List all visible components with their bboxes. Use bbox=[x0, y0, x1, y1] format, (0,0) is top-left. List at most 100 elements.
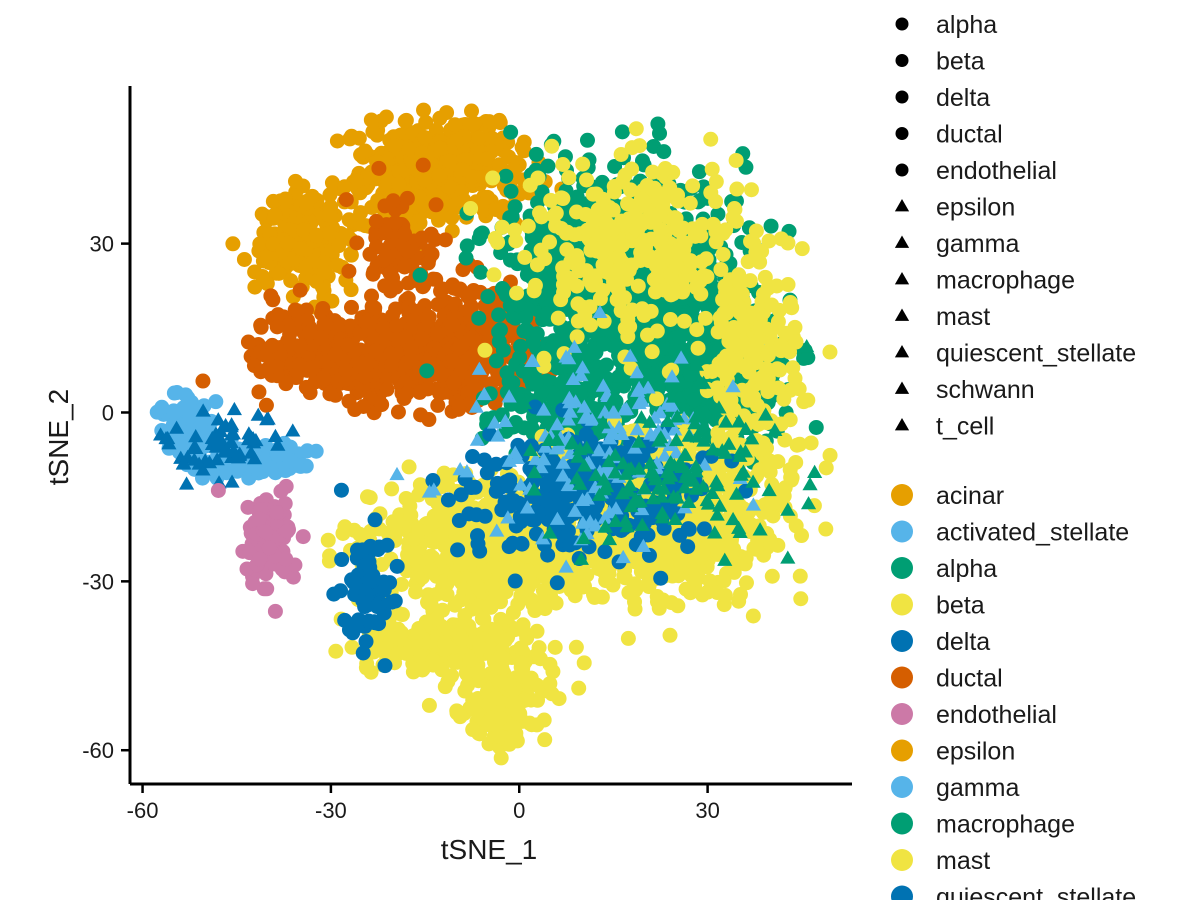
data-point bbox=[292, 338, 308, 354]
data-point bbox=[331, 238, 347, 254]
data-point bbox=[442, 153, 458, 169]
data-point bbox=[343, 282, 359, 298]
data-point bbox=[281, 332, 297, 348]
data-point bbox=[365, 266, 381, 282]
data-point bbox=[321, 207, 337, 223]
data-point bbox=[351, 130, 367, 146]
data-point bbox=[808, 419, 824, 435]
data-point bbox=[656, 144, 672, 160]
data-point bbox=[444, 210, 460, 226]
data-point bbox=[513, 338, 529, 354]
data-point bbox=[793, 591, 809, 607]
data-point bbox=[321, 225, 337, 241]
data-point bbox=[381, 151, 397, 167]
data-point bbox=[471, 310, 487, 326]
data-point bbox=[349, 235, 365, 251]
data-point bbox=[383, 357, 399, 373]
data-point bbox=[439, 477, 455, 493]
data-point bbox=[540, 158, 556, 174]
data-point bbox=[535, 583, 551, 599]
data-point bbox=[195, 373, 211, 389]
data-point bbox=[488, 353, 504, 369]
data-point bbox=[800, 350, 816, 366]
data-point bbox=[353, 205, 369, 221]
data-point bbox=[417, 172, 433, 188]
data-point bbox=[745, 608, 761, 624]
data-point bbox=[399, 190, 415, 206]
data-point-triangle bbox=[178, 476, 195, 490]
data-point bbox=[295, 222, 311, 238]
data-point bbox=[397, 259, 413, 275]
data-point bbox=[417, 129, 433, 145]
data-point bbox=[259, 581, 275, 597]
data-point bbox=[430, 297, 446, 313]
data-point bbox=[672, 329, 688, 345]
data-point bbox=[491, 307, 507, 323]
data-point bbox=[383, 346, 399, 362]
data-point bbox=[340, 337, 356, 353]
data-point bbox=[503, 183, 519, 199]
data-point bbox=[598, 357, 614, 373]
data-point bbox=[363, 112, 379, 128]
data-point bbox=[498, 168, 514, 184]
data-point bbox=[447, 117, 463, 133]
data-point bbox=[423, 563, 439, 579]
data-point bbox=[297, 260, 313, 276]
data-point bbox=[367, 300, 383, 316]
data-point bbox=[505, 375, 521, 391]
data-point bbox=[407, 545, 423, 561]
data-point bbox=[236, 251, 252, 267]
data-point bbox=[388, 279, 404, 295]
data-point bbox=[408, 584, 424, 600]
data-point bbox=[308, 228, 324, 244]
data-point bbox=[473, 264, 489, 280]
data-point bbox=[763, 537, 779, 553]
data-point bbox=[364, 288, 380, 304]
data-point bbox=[352, 185, 368, 201]
data-point bbox=[343, 299, 359, 315]
scatter-points bbox=[149, 102, 838, 766]
data-point bbox=[655, 592, 671, 608]
data-point bbox=[432, 140, 448, 156]
data-point bbox=[528, 146, 544, 162]
data-point bbox=[267, 603, 283, 619]
data-point bbox=[686, 392, 702, 408]
data-point-triangle bbox=[226, 401, 242, 416]
data-point bbox=[507, 199, 523, 215]
data-point bbox=[293, 240, 309, 256]
data-point bbox=[287, 173, 303, 189]
data-point bbox=[652, 125, 668, 141]
data-point bbox=[365, 124, 381, 140]
data-point bbox=[411, 523, 427, 539]
data-point bbox=[490, 562, 506, 578]
data-point bbox=[251, 384, 267, 400]
data-point bbox=[166, 385, 182, 401]
data-point bbox=[251, 511, 267, 527]
data-point bbox=[404, 125, 420, 141]
data-point-triangle bbox=[285, 423, 301, 437]
data-point bbox=[822, 447, 838, 463]
data-point bbox=[389, 515, 405, 531]
data-point bbox=[413, 407, 429, 423]
data-point bbox=[480, 289, 496, 305]
data-point bbox=[251, 551, 267, 567]
data-point bbox=[620, 630, 636, 646]
data-point bbox=[575, 579, 591, 595]
data-point bbox=[464, 103, 480, 119]
data-point bbox=[225, 236, 241, 252]
data-point bbox=[378, 109, 394, 125]
data-point bbox=[338, 192, 354, 208]
data-point bbox=[672, 554, 688, 570]
data-point bbox=[377, 198, 393, 214]
data-point bbox=[368, 343, 384, 359]
data-point bbox=[377, 278, 393, 294]
data-point bbox=[384, 481, 400, 497]
data-point bbox=[265, 292, 281, 308]
data-point bbox=[313, 330, 329, 346]
data-point bbox=[466, 116, 482, 132]
data-point bbox=[352, 526, 368, 542]
data-point bbox=[341, 263, 357, 279]
data-point bbox=[375, 320, 391, 336]
data-point bbox=[492, 115, 508, 131]
data-point bbox=[459, 238, 475, 254]
